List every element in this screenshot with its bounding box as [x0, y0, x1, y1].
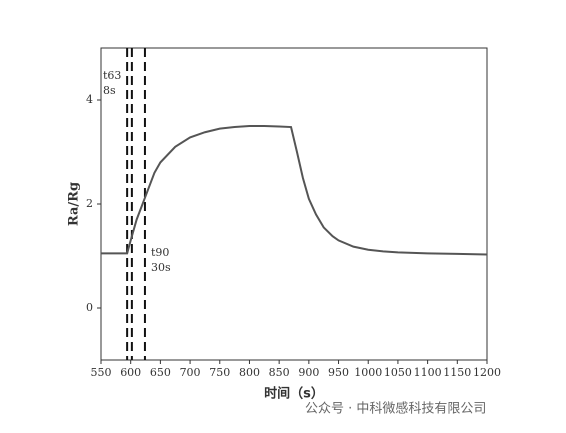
x-axis-label: 时间（s） — [264, 386, 324, 402]
annotation: t90 — [151, 246, 169, 259]
x-tick-label: 650 — [150, 366, 171, 379]
x-tick-label: 1000 — [354, 366, 382, 379]
y-tick-label: 2 — [86, 197, 93, 210]
x-tick-label: 800 — [239, 366, 260, 379]
x-tick-label: 600 — [120, 366, 141, 379]
x-tick-label: 950 — [328, 366, 349, 379]
x-tick-label: 900 — [298, 366, 319, 379]
x-tick-label: 1050 — [384, 366, 412, 379]
x-tick-label: 850 — [269, 366, 290, 379]
annotation: t63 — [103, 69, 121, 82]
annotation: 8s — [103, 84, 116, 97]
watermark: 公众号 · 中科微感科技有限公司 — [305, 401, 486, 417]
x-tick-label: 750 — [209, 366, 230, 379]
x-tick-label: 1150 — [443, 366, 471, 379]
x-tick-label: 550 — [91, 366, 112, 379]
x-tick-label: 700 — [180, 366, 201, 379]
y-tick-label: 4 — [86, 93, 93, 106]
y-axis-label: Ra/Rg — [67, 182, 82, 226]
x-tick-label: 1200 — [473, 366, 501, 379]
y-tick-label: 0 — [86, 301, 93, 314]
annotation: 30s — [151, 261, 171, 274]
x-tick-label: 1100 — [414, 366, 442, 379]
plot-frame — [100, 47, 488, 361]
data-line — [101, 125, 488, 256]
